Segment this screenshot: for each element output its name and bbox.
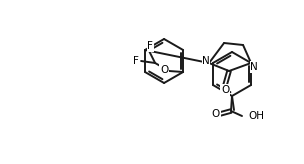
- Text: OH: OH: [248, 111, 264, 121]
- Text: O: O: [212, 109, 220, 119]
- Text: N: N: [202, 56, 210, 66]
- Text: F: F: [147, 41, 153, 51]
- Text: O: O: [221, 85, 229, 95]
- Text: O: O: [160, 65, 168, 75]
- Text: F: F: [133, 56, 139, 66]
- Text: N: N: [250, 62, 258, 72]
